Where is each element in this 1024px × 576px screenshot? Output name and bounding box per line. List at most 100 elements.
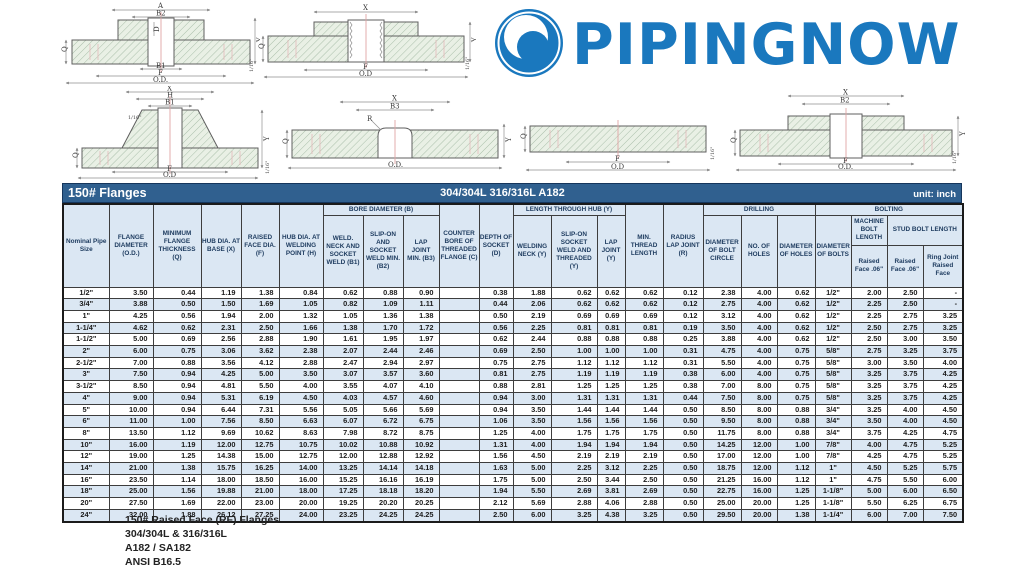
value-cell: 0.62 xyxy=(550,298,598,311)
value-cell: 2.25 xyxy=(850,309,888,323)
value-cell: 2.00 xyxy=(240,309,280,323)
value-cell: 18.75 xyxy=(702,462,742,475)
value-cell: 4.50 xyxy=(278,391,324,405)
value-cell: 3.62 xyxy=(240,345,280,358)
value-cell: 4.10 xyxy=(402,380,440,393)
col-min-thread-length: MIN. THREAD LENGTH xyxy=(624,203,664,288)
value-cell: 22.75 xyxy=(702,485,742,499)
value-cell: 0.94 xyxy=(152,368,202,382)
value-cell: 3.44 xyxy=(596,473,626,487)
pipe-size-cell: 24" xyxy=(62,508,110,523)
value-cell: 3.25 xyxy=(624,508,664,523)
value-cell: 1.14 xyxy=(152,473,202,487)
value-cell: 0.62 xyxy=(152,321,202,335)
value-cell: 5.25 xyxy=(886,462,924,475)
value-cell: 15.00 xyxy=(240,450,280,464)
value-cell: 3.00 xyxy=(512,391,552,405)
value-cell: 5.69 xyxy=(402,403,440,417)
value-cell: 0.81 xyxy=(624,321,664,335)
table-row: 10" 16.00 1.19 12.00 12.75 10.75 10.02 10.88 10.… xyxy=(62,438,964,452)
value-cell: 0.82 xyxy=(322,298,364,311)
value-cell: 3.12 xyxy=(596,462,626,475)
table-body: 1/2" 3.50 0.44 1.19 1.38 0.84 0.62 0.88 0.90 0.38… xyxy=(62,286,964,523)
pipe-size-cell: 1" xyxy=(62,309,110,323)
value-cell: 0.75 xyxy=(776,368,816,382)
value-cell: 3.25 xyxy=(922,309,964,323)
table-row: 18" 25.00 1.56 19.88 21.00 18.00 17.25 18.18 18.… xyxy=(62,485,964,499)
value-cell: 5.05 xyxy=(322,403,364,417)
value-cell: 3.88 xyxy=(108,298,154,311)
value-cell: 5.25 xyxy=(922,450,964,464)
note-line: 150# Raised Face (RF) Flanges xyxy=(125,514,280,526)
value-cell: 1.88 xyxy=(152,508,202,523)
value-cell: - xyxy=(922,286,964,300)
dim-label: Q xyxy=(72,152,80,158)
value-cell: 6.00 xyxy=(108,345,154,358)
value-cell: 0.94 xyxy=(478,391,514,405)
value-cell: 3.25 xyxy=(922,321,964,335)
value-cell: 3.55 xyxy=(322,380,364,393)
value-cell: 0.62 xyxy=(478,333,514,347)
value-cell: 0.88 xyxy=(550,333,598,347)
value-cell: 22.00 xyxy=(200,497,242,510)
value-cell: 5.25 xyxy=(922,438,964,452)
value-cell: 6.75 xyxy=(402,415,440,428)
group-stud-bolt-length: STUD BOLT LENGTH xyxy=(886,214,964,246)
pipe-size-cell: 20" xyxy=(62,497,110,510)
value-cell xyxy=(438,309,480,323)
value-cell: 20.00 xyxy=(740,497,778,510)
value-cell: 1.00 xyxy=(624,345,664,358)
dim-label: X xyxy=(363,4,368,12)
value-cell: 20.20 xyxy=(362,497,404,510)
value-cell: 0.94 xyxy=(152,391,202,405)
value-cell: 1/2" xyxy=(814,309,852,323)
value-cell: 4.57 xyxy=(362,391,404,405)
value-cell: 0.50 xyxy=(662,403,704,417)
col-bolt-circle-dia: DIAMETER OF BOLT CIRCLE xyxy=(702,214,742,288)
value-cell: 0.88 xyxy=(776,426,816,440)
dim-label: 1/16" xyxy=(249,58,255,72)
value-cell: 17.00 xyxy=(702,450,742,464)
value-cell: 1" xyxy=(814,473,852,487)
dim-label: H xyxy=(167,92,173,100)
value-cell: 0.75 xyxy=(478,356,514,370)
value-cell: 5.69 xyxy=(512,497,552,510)
value-cell: 0.50 xyxy=(662,508,704,523)
table-unit-label: unit: inch xyxy=(913,188,956,200)
value-cell: 2.69 xyxy=(624,485,664,499)
value-cell: 1.75 xyxy=(624,426,664,440)
value-cell: 5/8" xyxy=(814,380,852,393)
value-cell: 3.50 xyxy=(850,415,888,428)
drawing-lap-joint-flange: X B3 R Q Y O.D. xyxy=(282,95,513,170)
flange-spec-table: 150# Flanges 304/304L 316/316L A182 unit… xyxy=(62,183,965,523)
value-cell: 5.56 xyxy=(278,403,324,417)
value-cell: 4.25 xyxy=(200,368,242,382)
value-cell: 5/8" xyxy=(814,356,852,370)
value-cell: 1.11 xyxy=(402,298,440,311)
value-cell: 3.25 xyxy=(850,368,888,382)
value-cell: 1.19 xyxy=(200,286,242,300)
drawing-socket-weld-flange: A B2 D B1 F O.D. Q Y 1/16" xyxy=(61,2,260,85)
value-cell: 0.94 xyxy=(152,403,202,417)
col-raised-face-dia: RAISED FACE DIA. (F) xyxy=(240,203,280,288)
value-cell: 2.19 xyxy=(624,450,664,464)
value-cell: 15.75 xyxy=(200,462,242,475)
dim-label: O.D. xyxy=(153,76,168,84)
value-cell: 5.31 xyxy=(200,391,242,405)
group-drilling: DRILLING xyxy=(702,203,816,216)
value-cell: 7/8" xyxy=(814,438,852,452)
value-cell: 1.12 xyxy=(550,356,598,370)
drawing-blind-flange: Q F O.D 1/16" xyxy=(520,120,716,172)
value-cell: 1.36 xyxy=(362,309,404,323)
value-cell: 2.19 xyxy=(550,450,598,464)
value-cell: 0.88 xyxy=(152,356,202,370)
value-cell: 1.56 xyxy=(478,450,514,464)
value-cell: 0.62 xyxy=(776,309,816,323)
value-cell: 4.00 xyxy=(740,345,778,358)
value-cell: 10.00 xyxy=(108,403,154,417)
value-cell: 4.62 xyxy=(108,321,154,335)
value-cell: 2.47 xyxy=(322,356,364,370)
dim-label: F xyxy=(615,155,620,163)
value-cell: 4.81 xyxy=(200,380,242,393)
value-cell: 4.00 xyxy=(740,286,778,300)
